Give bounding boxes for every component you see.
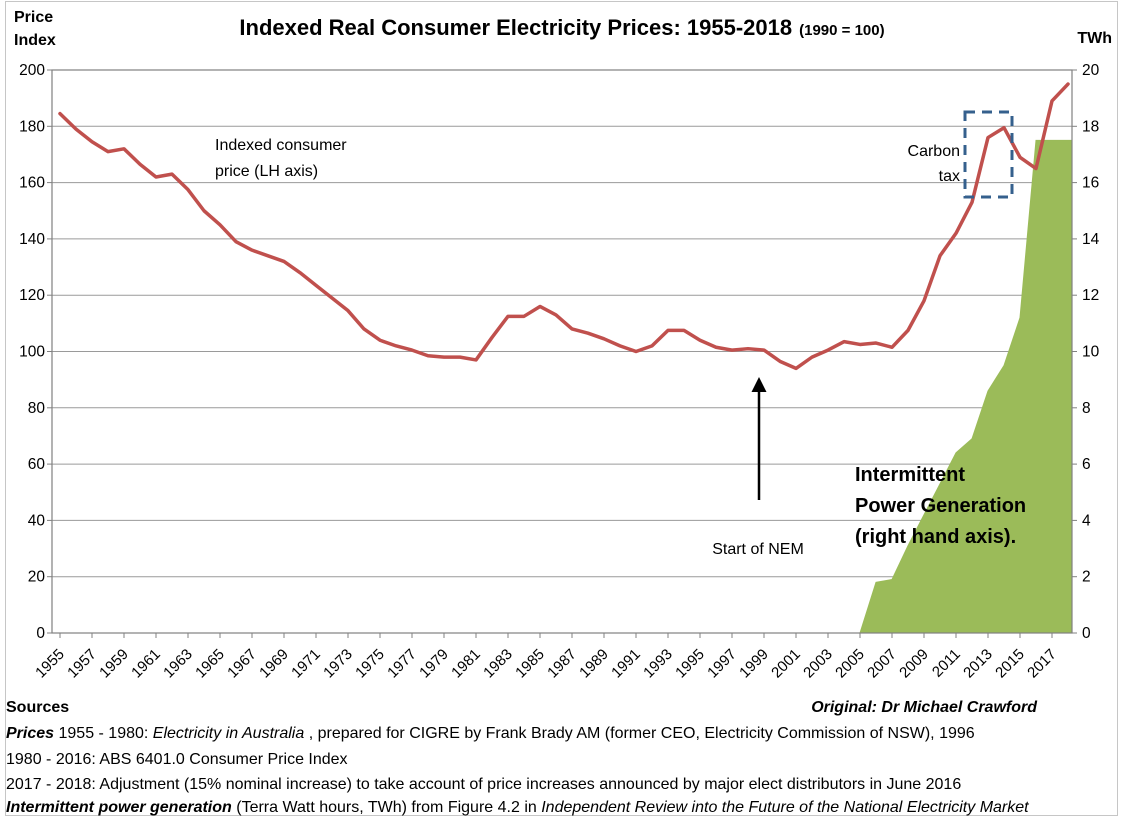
right-tick-label-16: 16: [1082, 175, 1099, 192]
left-axis-title: Price Index: [14, 6, 56, 52]
right-tick-label-6: 6: [1082, 456, 1091, 473]
left-tick-label-100: 100: [19, 344, 45, 361]
left-tick-label-0: 0: [36, 625, 45, 642]
source-line-4: Intermittent power generation (Terra Wat…: [6, 799, 1029, 817]
x-tick-label-2007: 2007: [864, 646, 900, 682]
x-tick-label-2015: 2015: [992, 646, 1028, 682]
source-line-3: 2017 - 2018: Adjustment (15% nominal inc…: [6, 776, 961, 794]
intermittent-annotation-line1: Intermittent: [855, 464, 965, 486]
intermittent-annotation-line3: (right hand axis).: [855, 526, 1017, 548]
left-tick-label-40: 40: [28, 512, 46, 529]
carbon-tax-annotation-line2: tax: [938, 168, 960, 185]
intermittent-annotation-line2: Power Generation: [855, 495, 1027, 517]
right-tick-label-12: 12: [1082, 287, 1099, 304]
consumer-price-annotation-line2: price (LH axis): [215, 163, 319, 180]
source-line-segment: Electricity in Australia: [152, 725, 305, 742]
source-line-segment: 1980 - 2016: ABS 6401.0 Consumer Price I…: [6, 751, 348, 768]
x-tick-label-2005: 2005: [832, 646, 868, 682]
intermittent-generation-annotation: Intermittent Power Generation (right han…: [855, 460, 1026, 553]
left-tick-label-140: 140: [19, 231, 45, 248]
left-tick-label-160: 160: [19, 175, 45, 192]
x-tick-label-1991: 1991: [608, 646, 644, 682]
start-of-nem-annotation: Start of NEM: [712, 541, 804, 558]
left-axis-title-line1: Price: [14, 9, 54, 26]
x-tick-label-1979: 1979: [416, 646, 452, 682]
x-tick-label-2013: 2013: [960, 646, 996, 682]
x-tick-label-1973: 1973: [320, 646, 356, 682]
right-tick-label-2: 2: [1082, 569, 1091, 586]
chart-title: Indexed Real Consumer Electricity Prices…: [52, 15, 1072, 41]
generation-area: [859, 139, 1073, 634]
x-tick-label-1999: 1999: [736, 646, 772, 682]
x-tick-label-1993: 1993: [640, 646, 676, 682]
source-line-segment: Independent Review into the Future of th…: [541, 799, 1029, 816]
sources-heading: Sources: [6, 699, 70, 716]
right-tick-label-10: 10: [1082, 344, 1100, 361]
x-tick-label-1977: 1977: [384, 646, 420, 682]
source-line-segment: 2017 - 2018: Adjustment (15% nominal inc…: [6, 776, 962, 793]
x-tick-label-1997: 1997: [704, 646, 740, 682]
x-tick-label-1989: 1989: [576, 646, 612, 682]
carbon-tax-box: [963, 110, 1014, 199]
right-tick-label-0: 0: [1082, 625, 1091, 642]
x-tick-label-2011: 2011: [929, 646, 964, 681]
chart-title-suffix: (1990 = 100): [799, 22, 885, 39]
x-tick-label-2003: 2003: [800, 646, 836, 682]
source-line-segment: Intermittent power generation: [6, 799, 232, 816]
x-tick-label-1975: 1975: [352, 646, 388, 682]
right-tick-label-14: 14: [1082, 231, 1100, 248]
x-tick-label-1963: 1963: [160, 646, 196, 682]
consumer-price-annotation-line1: Indexed consumer: [215, 137, 347, 154]
source-line-segment: Prices: [6, 725, 55, 742]
left-tick-label-120: 120: [19, 287, 45, 304]
x-tick-label-1985: 1985: [512, 646, 548, 682]
x-tick-label-1955: 1955: [32, 646, 68, 682]
left-tick-label-200: 200: [19, 62, 45, 79]
x-tick-label-1987: 1987: [544, 646, 580, 682]
x-tick-label-1959: 1959: [96, 646, 132, 682]
left-tick-label-80: 80: [28, 400, 46, 417]
x-tick-label-1969: 1969: [256, 646, 292, 682]
x-tick-label-1995: 1995: [672, 646, 708, 682]
x-tick-label-1971: 1971: [288, 646, 324, 682]
x-tick-label-1961: 1961: [128, 646, 164, 682]
x-tick-label-1957: 1957: [64, 646, 100, 682]
nem-arrow-head: [751, 377, 767, 392]
source-line-segment: , prepared for CIGRE by Frank Brady AM (…: [304, 725, 975, 742]
left-axis-title-line2: Index: [14, 32, 56, 49]
price-line: [58, 82, 1070, 371]
x-tick-label-2009: 2009: [896, 646, 932, 682]
source-line-1: Prices 1955 - 1980: Electricity in Austr…: [6, 725, 975, 743]
right-tick-label-8: 8: [1082, 400, 1091, 417]
original-credit: Original: Dr Michael Crawford: [811, 699, 1037, 716]
left-tick-label-180: 180: [19, 118, 45, 135]
x-tick-label-1967: 1967: [224, 646, 260, 682]
carbon-tax-annotation: Carbon tax: [908, 139, 960, 189]
right-tick-label-20: 20: [1082, 62, 1100, 79]
right-tick-label-18: 18: [1082, 118, 1099, 135]
chart-title-main: Indexed Real Consumer Electricity Prices…: [239, 15, 793, 40]
x-tick-label-1965: 1965: [192, 646, 228, 682]
right-tick-label-4: 4: [1082, 512, 1091, 529]
left-tick-label-20: 20: [28, 569, 46, 586]
chart-frame: [5, 1, 1118, 816]
carbon-tax-annotation-line1: Carbon: [907, 143, 960, 160]
left-tick-label-60: 60: [28, 456, 46, 473]
source-line-segment: (Terra Watt hours, TWh) from Figure 4.2 …: [231, 799, 542, 816]
x-tick-label-1981: 1981: [448, 646, 484, 682]
source-line-segment: 1955 - 1980:: [54, 725, 153, 742]
right-axis-title: TWh: [1077, 30, 1112, 47]
source-line-2: 1980 - 2016: ABS 6401.0 Consumer Price I…: [6, 751, 348, 769]
x-tick-label-1983: 1983: [480, 646, 516, 682]
x-tick-label-2017: 2017: [1024, 646, 1060, 682]
x-tick-label-2001: 2001: [768, 646, 804, 682]
consumer-price-annotation: Indexed consumer price (LH axis): [215, 133, 347, 185]
